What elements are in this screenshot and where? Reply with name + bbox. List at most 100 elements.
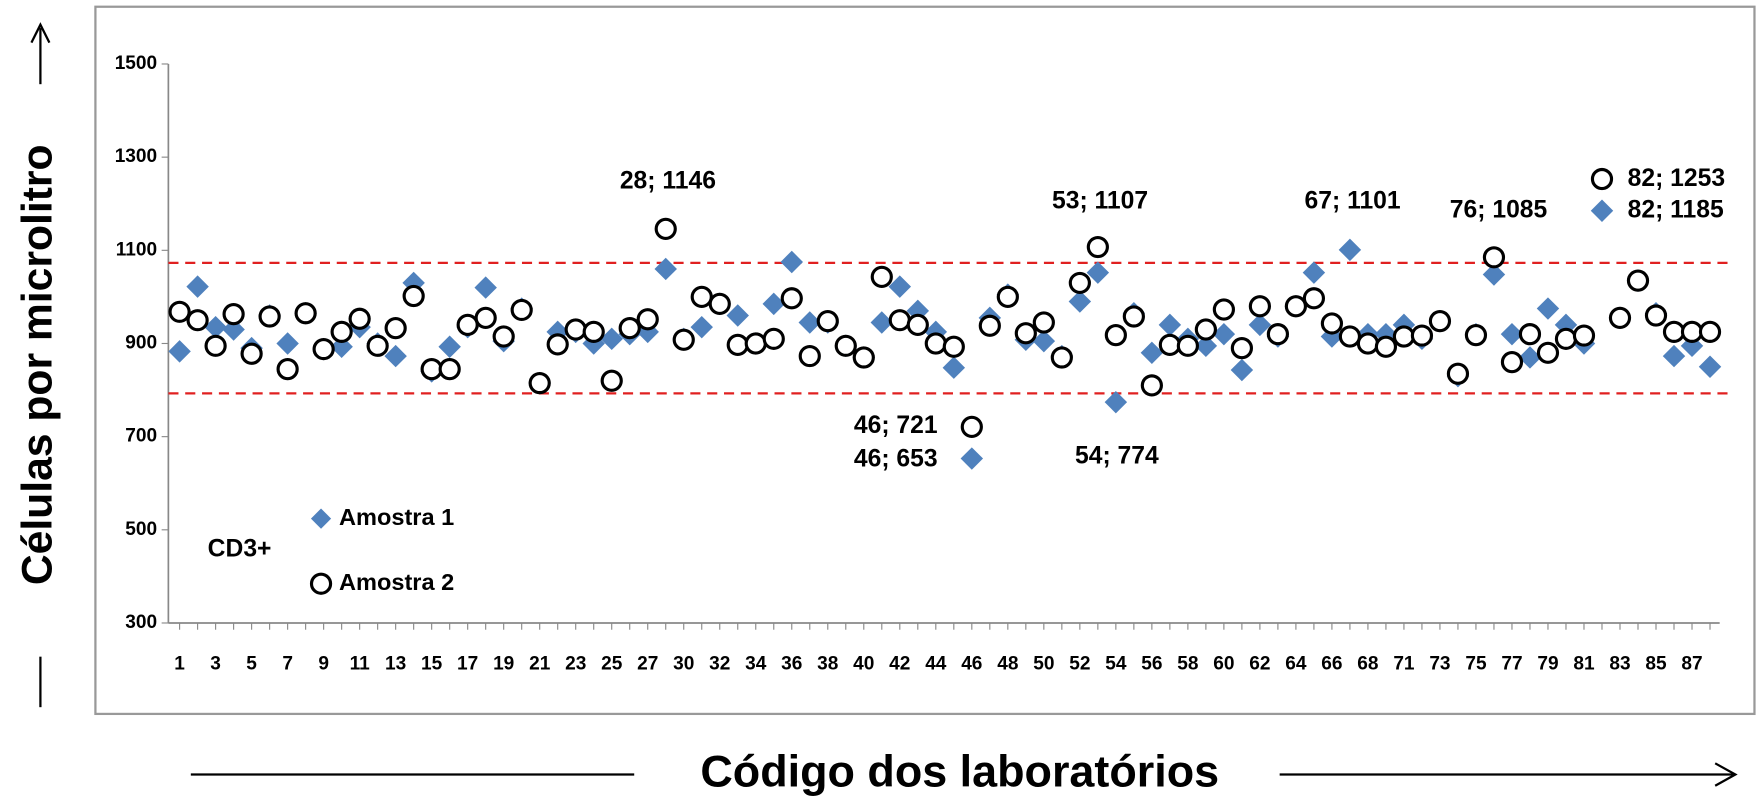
x-axis-label: Código dos laboratórios bbox=[700, 745, 1219, 796]
point bbox=[618, 316, 641, 340]
point bbox=[924, 332, 947, 355]
point bbox=[654, 217, 677, 241]
point bbox=[1572, 324, 1596, 347]
point bbox=[762, 327, 785, 350]
x-tick-label: 68 bbox=[1357, 654, 1379, 675]
annotation: 82; 1253 bbox=[1628, 165, 1725, 192]
point bbox=[600, 327, 623, 351]
x-tick-label: 52 bbox=[1069, 654, 1090, 675]
point bbox=[1230, 358, 1254, 382]
point bbox=[528, 371, 551, 395]
point bbox=[1680, 320, 1704, 343]
point bbox=[348, 307, 371, 330]
x-tick-label: 71 bbox=[1393, 654, 1415, 675]
point bbox=[222, 318, 245, 341]
x-tick-label: 34 bbox=[745, 654, 767, 675]
x-tick-label: 77 bbox=[1501, 654, 1522, 675]
point bbox=[834, 334, 857, 357]
point bbox=[240, 342, 263, 365]
point bbox=[942, 335, 965, 358]
x-tick-label: 75 bbox=[1465, 654, 1487, 675]
point bbox=[870, 265, 893, 288]
point bbox=[672, 328, 695, 351]
point bbox=[1212, 298, 1235, 321]
point bbox=[564, 318, 587, 341]
point bbox=[1662, 344, 1686, 368]
annotation: 46; 721 bbox=[854, 412, 938, 439]
point bbox=[636, 308, 659, 331]
point bbox=[1554, 327, 1578, 350]
point bbox=[276, 357, 299, 381]
point bbox=[1194, 334, 1218, 358]
point bbox=[852, 346, 875, 369]
x-tick-label: 15 bbox=[421, 654, 443, 675]
point bbox=[1104, 323, 1127, 347]
point bbox=[1320, 312, 1344, 335]
point bbox=[384, 316, 407, 340]
point bbox=[1590, 199, 1614, 222]
point bbox=[1608, 306, 1632, 329]
point bbox=[582, 320, 605, 343]
point bbox=[402, 284, 425, 308]
x-tick-label: 42 bbox=[889, 654, 910, 675]
x-tick-label: 17 bbox=[457, 654, 478, 675]
inner-label: CD3+ bbox=[208, 536, 272, 563]
x-arrow-head bbox=[1714, 762, 1738, 787]
point bbox=[744, 332, 767, 355]
x-tick-label: 66 bbox=[1321, 654, 1342, 675]
point bbox=[978, 314, 1001, 337]
y-tick-label: 700 bbox=[125, 426, 157, 447]
point bbox=[690, 315, 713, 339]
point bbox=[366, 334, 389, 357]
point bbox=[1500, 351, 1524, 374]
x-tick-label: 46 bbox=[961, 654, 982, 675]
plot-frame bbox=[94, 5, 1756, 716]
point bbox=[1194, 318, 1217, 341]
x-tick-label: 54 bbox=[1105, 654, 1127, 675]
x-tick-label: 30 bbox=[673, 654, 694, 675]
point bbox=[1338, 325, 1362, 348]
legend-label: Amostra 2 bbox=[339, 569, 454, 595]
annotation: 54; 774 bbox=[1075, 442, 1159, 469]
x-tick-label: 7 bbox=[282, 654, 293, 675]
y-tick-label: 1100 bbox=[116, 239, 157, 260]
point bbox=[1086, 235, 1109, 259]
point bbox=[384, 344, 407, 368]
point bbox=[1482, 246, 1506, 269]
y-tick-label: 1500 bbox=[115, 53, 157, 74]
point bbox=[1446, 362, 1470, 385]
y-tick-label: 300 bbox=[125, 612, 157, 633]
x-tick-label: 27 bbox=[637, 654, 658, 675]
point bbox=[1032, 311, 1055, 334]
point bbox=[1338, 238, 1362, 262]
annotation: 67; 1101 bbox=[1305, 188, 1401, 215]
point bbox=[1068, 271, 1091, 295]
point bbox=[1266, 323, 1290, 346]
x-tick-label: 5 bbox=[246, 654, 257, 675]
point bbox=[888, 309, 911, 332]
point bbox=[1014, 322, 1037, 345]
point bbox=[960, 415, 983, 438]
point bbox=[1662, 320, 1686, 343]
x-tick-label: 83 bbox=[1609, 654, 1630, 675]
point bbox=[1518, 323, 1542, 346]
point bbox=[1302, 287, 1326, 310]
x-tick-label: 3 bbox=[210, 654, 221, 675]
x-tick-label: 87 bbox=[1681, 654, 1702, 675]
y-tick-label: 900 bbox=[125, 333, 157, 354]
y-axis-label: Células por microlitro bbox=[14, 144, 62, 585]
point bbox=[1158, 333, 1181, 356]
point bbox=[438, 357, 461, 381]
x-tick-label: 73 bbox=[1429, 654, 1450, 675]
annotation: 46; 653 bbox=[854, 446, 938, 473]
point bbox=[1392, 325, 1416, 348]
annotation: 76; 1085 bbox=[1450, 197, 1548, 224]
legend-label: Amostra 1 bbox=[339, 504, 454, 530]
point bbox=[510, 298, 533, 322]
point bbox=[726, 333, 749, 356]
point bbox=[420, 357, 443, 381]
point bbox=[1374, 335, 1398, 358]
x-tick-label: 85 bbox=[1645, 654, 1667, 675]
point bbox=[1590, 167, 1614, 191]
